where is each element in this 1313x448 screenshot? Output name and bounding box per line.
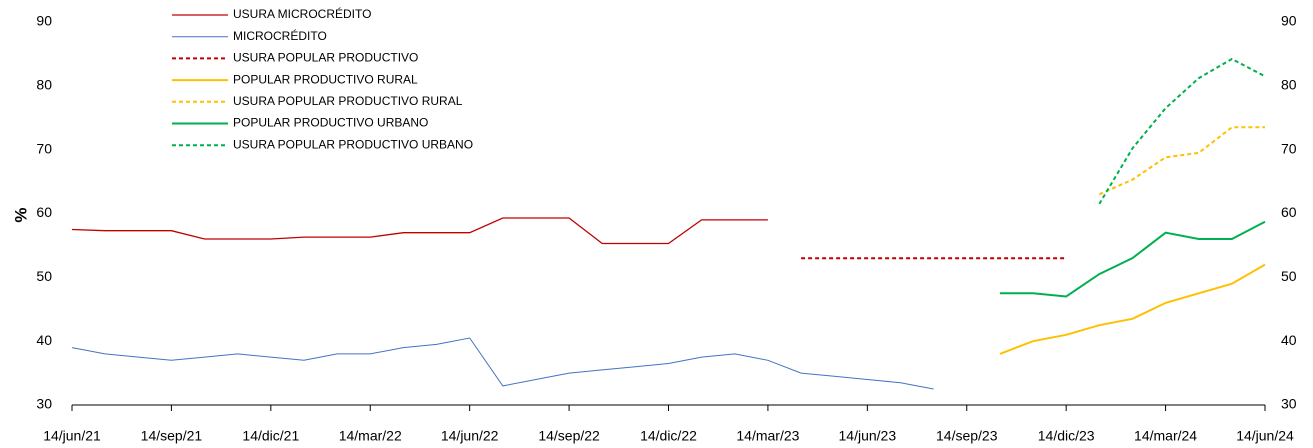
- x-tick-label: 14/jun/24: [1236, 428, 1294, 444]
- legend-label: MICROCRÉDITO: [233, 28, 327, 43]
- x-tick-label: 14/dic/23: [1038, 428, 1095, 444]
- series-line: [999, 263, 1266, 355]
- x-tick-label: 14/jun/23: [839, 428, 897, 444]
- series-line: [1098, 126, 1265, 196]
- legend-label: USURA POPULAR PRODUCTIVO: [233, 51, 418, 65]
- x-tick-label: 14/sep/23: [936, 428, 998, 444]
- y-tick-label: 90: [36, 13, 52, 29]
- x-tick-label: 14/dic/21: [242, 428, 299, 444]
- series-line: [71, 217, 768, 245]
- legend-label: USURA POPULAR PRODUCTIVO URBANO: [233, 137, 473, 151]
- x-tick-label: 14/sep/21: [141, 428, 203, 444]
- legend-label: USURA POPULAR PRODUCTIVO RURAL: [233, 94, 463, 108]
- series-line: [999, 220, 1266, 298]
- x-tick-label: 14/mar/24: [1134, 428, 1197, 444]
- y-tick-label: 60: [36, 204, 52, 220]
- legend-label: POPULAR PRODUCTIVO RURAL: [233, 72, 418, 86]
- y-tick-label: 80: [36, 77, 52, 93]
- x-tick-label: 14/jun/22: [441, 428, 499, 444]
- x-tick-label: 14/mar/23: [736, 428, 799, 444]
- y-tick-label: 30: [36, 396, 52, 412]
- x-tick-label: 14/jun/21: [43, 428, 101, 444]
- y-tick-label: 40: [36, 332, 52, 348]
- y-axis-label: %: [11, 207, 30, 222]
- y2-tick-label: 60: [1281, 204, 1297, 220]
- legend-label: USURA MICROCRÉDITO: [233, 6, 371, 21]
- y2-tick-label: 80: [1281, 77, 1297, 93]
- y-tick-label: 50: [36, 268, 52, 284]
- y-tick-label: 70: [36, 140, 52, 156]
- x-tick-label: 14/dic/22: [640, 428, 697, 444]
- series-line: [71, 337, 934, 390]
- y2-tick-label: 90: [1281, 13, 1297, 29]
- y2-tick-label: 50: [1281, 268, 1297, 284]
- y2-tick-label: 30: [1281, 396, 1297, 412]
- x-tick-label: 14/mar/22: [339, 428, 402, 444]
- y2-tick-label: 70: [1281, 140, 1297, 156]
- y2-tick-label: 40: [1281, 332, 1297, 348]
- series-line: [1098, 57, 1266, 205]
- x-tick-label: 14/sep/22: [538, 428, 600, 444]
- legend-label: POPULAR PRODUCTIVO URBANO: [233, 116, 428, 130]
